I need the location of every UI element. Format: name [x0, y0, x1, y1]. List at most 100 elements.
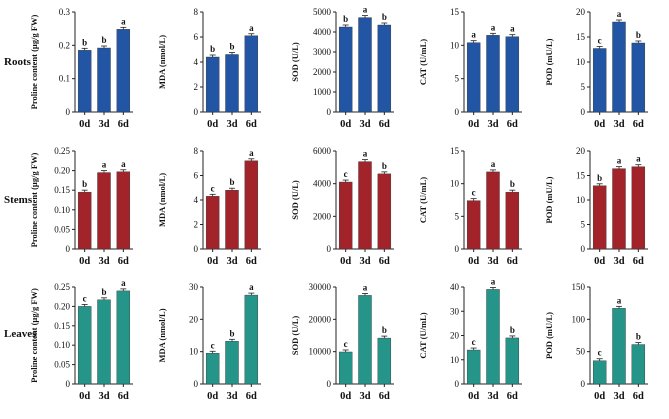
- y-tick-label: 2000: [313, 67, 332, 77]
- significance-letter: a: [363, 149, 368, 159]
- y-tick-label: 6: [194, 171, 199, 181]
- y-tick-label: 20: [450, 331, 460, 341]
- significance-letter: a: [471, 30, 476, 40]
- bar-leaves-0-3d: [97, 299, 111, 385]
- y-tick-label: 6: [194, 32, 199, 42]
- bar-stems-2-0d: [338, 181, 353, 250]
- y-tick-label: 15: [450, 7, 460, 17]
- y-tick-label: 0: [194, 107, 199, 117]
- y-axis-label: POD (mU/L): [544, 38, 554, 85]
- x-tick-label: 3d: [613, 391, 624, 402]
- y-tick-label: 0: [327, 107, 332, 117]
- y-axis-label: Proline content (µg/g FW): [29, 152, 39, 247]
- y-tick-label: 0: [194, 244, 199, 254]
- y-tick-label: 0.25: [54, 146, 70, 156]
- significance-letter: b: [101, 287, 106, 297]
- bar-roots-4-6d: [631, 42, 646, 113]
- y-tick-label: 6000: [313, 146, 332, 156]
- bar-stems-2-6d: [377, 173, 392, 250]
- y-tick-label: 3000: [313, 47, 332, 57]
- x-tick-label: 3d: [359, 119, 370, 130]
- y-tick-label: 15: [450, 146, 460, 156]
- significance-letter: a: [491, 159, 496, 169]
- x-tick-label: 0d: [79, 256, 90, 267]
- bar-leaves-1-3d: [225, 341, 239, 385]
- significance-letter: b: [510, 325, 515, 335]
- significance-letter: b: [382, 12, 387, 22]
- x-tick-label: 0d: [594, 256, 605, 267]
- significance-letter: a: [121, 159, 126, 169]
- x-tick-label: 3d: [613, 119, 624, 130]
- bar-roots-2-0d: [338, 26, 353, 113]
- bar-leaves-2-6d: [377, 337, 392, 385]
- significance-letter: a: [617, 295, 622, 305]
- x-tick-label: 3d: [226, 256, 237, 267]
- y-tick-label: 150: [572, 282, 586, 292]
- bar-stems-4-6d: [631, 166, 646, 250]
- x-tick-label: 3d: [98, 391, 109, 402]
- y-tick-label: 10: [450, 179, 460, 189]
- x-tick-label: 6d: [118, 256, 129, 267]
- y-axis-label: SOD (U/L): [290, 316, 300, 356]
- bar-roots-4-3d: [612, 21, 626, 113]
- y-tick-label: 20: [189, 314, 199, 324]
- y-tick-label: 0: [581, 244, 586, 254]
- bar-stems-4-3d: [612, 168, 626, 250]
- y-tick-label: 0: [66, 244, 71, 254]
- y-tick-label: 0.25: [54, 282, 70, 292]
- x-tick-label: 0d: [207, 119, 218, 130]
- bar-leaves-0-0d: [77, 306, 92, 385]
- significance-letter: c: [472, 188, 476, 198]
- y-axis-label: CAT (U/mL): [418, 312, 428, 358]
- y-axis-label: Proline content (µg/g FW): [29, 288, 39, 383]
- y-tick-label: 4: [194, 57, 199, 67]
- significance-letter: a: [249, 23, 254, 33]
- y-tick-label: 30000: [309, 282, 332, 292]
- bar-leaves-4-3d: [612, 308, 626, 385]
- significance-letter: a: [636, 154, 641, 164]
- y-tick-label: 0: [66, 107, 71, 117]
- y-tick-label: 20: [576, 146, 586, 156]
- y-tick-label: 10000: [309, 347, 332, 357]
- x-tick-label: 3d: [613, 256, 624, 267]
- bar-stems-3-3d: [486, 171, 500, 250]
- significance-letter: a: [491, 276, 496, 286]
- x-tick-label: 0d: [207, 391, 218, 402]
- bar-roots-1-3d: [225, 54, 239, 113]
- significance-letter: a: [363, 282, 368, 292]
- x-tick-label: 6d: [246, 256, 257, 267]
- significance-letter: b: [101, 35, 106, 45]
- bar-roots-3-0d: [466, 42, 481, 113]
- y-tick-label: 2: [194, 220, 199, 230]
- bar-roots-0-3d: [97, 47, 111, 113]
- bar-roots-1-0d: [205, 56, 220, 113]
- bar-roots-2-6d: [377, 24, 392, 113]
- x-tick-label: 0d: [340, 256, 351, 267]
- y-tick-label: 5: [581, 220, 586, 230]
- significance-letter: a: [121, 16, 126, 26]
- y-tick-label: 0: [581, 107, 586, 117]
- bar-leaves-1-6d: [244, 294, 259, 385]
- bar-roots-4-0d: [592, 48, 607, 113]
- y-tick-label: 15: [576, 171, 586, 181]
- y-tick-label: 0.20: [54, 301, 70, 311]
- y-tick-label: 5: [581, 82, 586, 92]
- y-tick-label: 0.3: [59, 7, 71, 17]
- x-tick-label: 6d: [118, 391, 129, 402]
- bar-stems-0-6d: [116, 171, 131, 250]
- x-tick-label: 0d: [468, 256, 479, 267]
- significance-letter: c: [472, 337, 476, 347]
- y-tick-label: 50: [576, 347, 586, 357]
- bar-leaves-3-0d: [466, 349, 481, 385]
- x-tick-label: 3d: [226, 391, 237, 402]
- y-tick-label: 0.20: [54, 166, 70, 176]
- y-axis-label: POD (mU/L): [544, 176, 554, 223]
- x-tick-label: 6d: [246, 391, 257, 402]
- significance-letter: c: [83, 293, 87, 303]
- bar-stems-3-6d: [505, 191, 520, 250]
- y-tick-label: 0: [455, 379, 460, 389]
- y-axis-label: CAT (U/mL): [418, 177, 428, 223]
- x-tick-label: 0d: [207, 256, 218, 267]
- bar-leaves-3-3d: [486, 289, 500, 385]
